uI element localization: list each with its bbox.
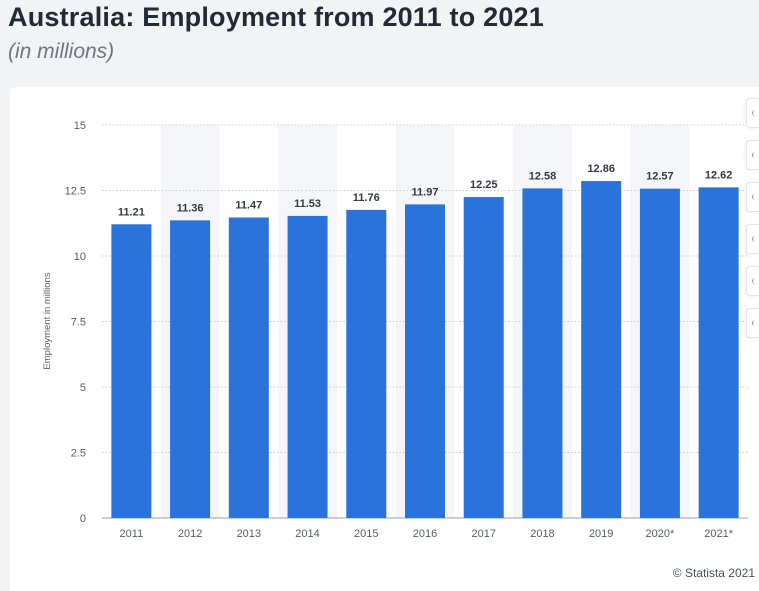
download-icon[interactable] [746, 182, 759, 212]
x-tick-label: 2018 [530, 528, 554, 540]
data-labels: 11.21 11.36 11.47 11.53 11.76 11.97 12.25 12.58… [118, 163, 732, 218]
data-label: 11.97 [412, 186, 439, 198]
y-tick-label: 7.5 [71, 317, 86, 329]
data-label: 12.86 [587, 163, 615, 175]
bell-icon[interactable] [746, 98, 759, 128]
data-label: 11.21 [118, 206, 145, 218]
data-label: 11.47 [235, 199, 262, 211]
bar [405, 204, 445, 519]
bar [228, 217, 269, 518]
chart-toolbar [746, 98, 759, 350]
data-label: 11.36 [177, 202, 204, 214]
bar [111, 224, 152, 518]
bar [698, 187, 739, 518]
bars [111, 181, 739, 519]
data-label: 12.57 [646, 171, 674, 183]
bar [346, 209, 387, 518]
y-axis-ticks: 0 2.5 5 7.5 10 12.5 15 [65, 120, 86, 525]
data-label: 11.76 [353, 192, 380, 204]
bar [581, 181, 622, 518]
chart-card: 0 2.5 5 7.5 10 12.5 15 11.21 11.36 11.47 11.53 11.… [10, 87, 759, 591]
y-axis-label: Employment in millions [42, 272, 53, 369]
y-tick-label: 5 [80, 382, 86, 394]
bar [522, 188, 563, 518]
data-label: 12.62 [705, 169, 733, 181]
y-tick-label: 12.5 [65, 186, 86, 198]
bar [639, 188, 680, 518]
star-icon[interactable] [746, 140, 759, 170]
x-tick-label: 2013 [237, 528, 261, 540]
x-tick-label: 2014 [295, 528, 319, 540]
x-tick-label: 2012 [178, 528, 202, 540]
x-tick-label: 2019 [589, 528, 613, 540]
y-tick-label: 15 [74, 120, 86, 132]
data-label: 12.25 [470, 179, 498, 191]
x-tick-label: 2017 [471, 528, 495, 540]
x-tick-label: 2021* [704, 528, 733, 540]
y-tick-label: 2.5 [71, 448, 86, 460]
x-tick-label: 2015 [354, 528, 378, 540]
bar [463, 197, 504, 519]
data-label: 12.58 [529, 170, 557, 182]
chart-subtitle: (in millions) [8, 40, 115, 63]
chart-title: Australia: Employment from 2011 to 2021 [8, 2, 544, 32]
info-icon[interactable] [746, 308, 759, 338]
y-tick-label: 10 [74, 251, 86, 263]
y-tick-label: 0 [80, 513, 86, 525]
bar [170, 220, 211, 519]
x-tick-label: 2020* [646, 528, 675, 540]
statista-credit[interactable]: © Statista 2021 [672, 566, 755, 580]
data-label: 11.53 [294, 198, 321, 210]
bar [287, 215, 328, 518]
x-tick-label: 2011 [120, 528, 144, 540]
settings-icon[interactable] [746, 266, 759, 296]
x-axis-ticks: 2011 2012 2013 2014 2015 2016 2017 2018 2019 2020… [120, 528, 734, 540]
share-icon[interactable] [746, 224, 759, 254]
x-tick-label: 2016 [413, 528, 437, 540]
